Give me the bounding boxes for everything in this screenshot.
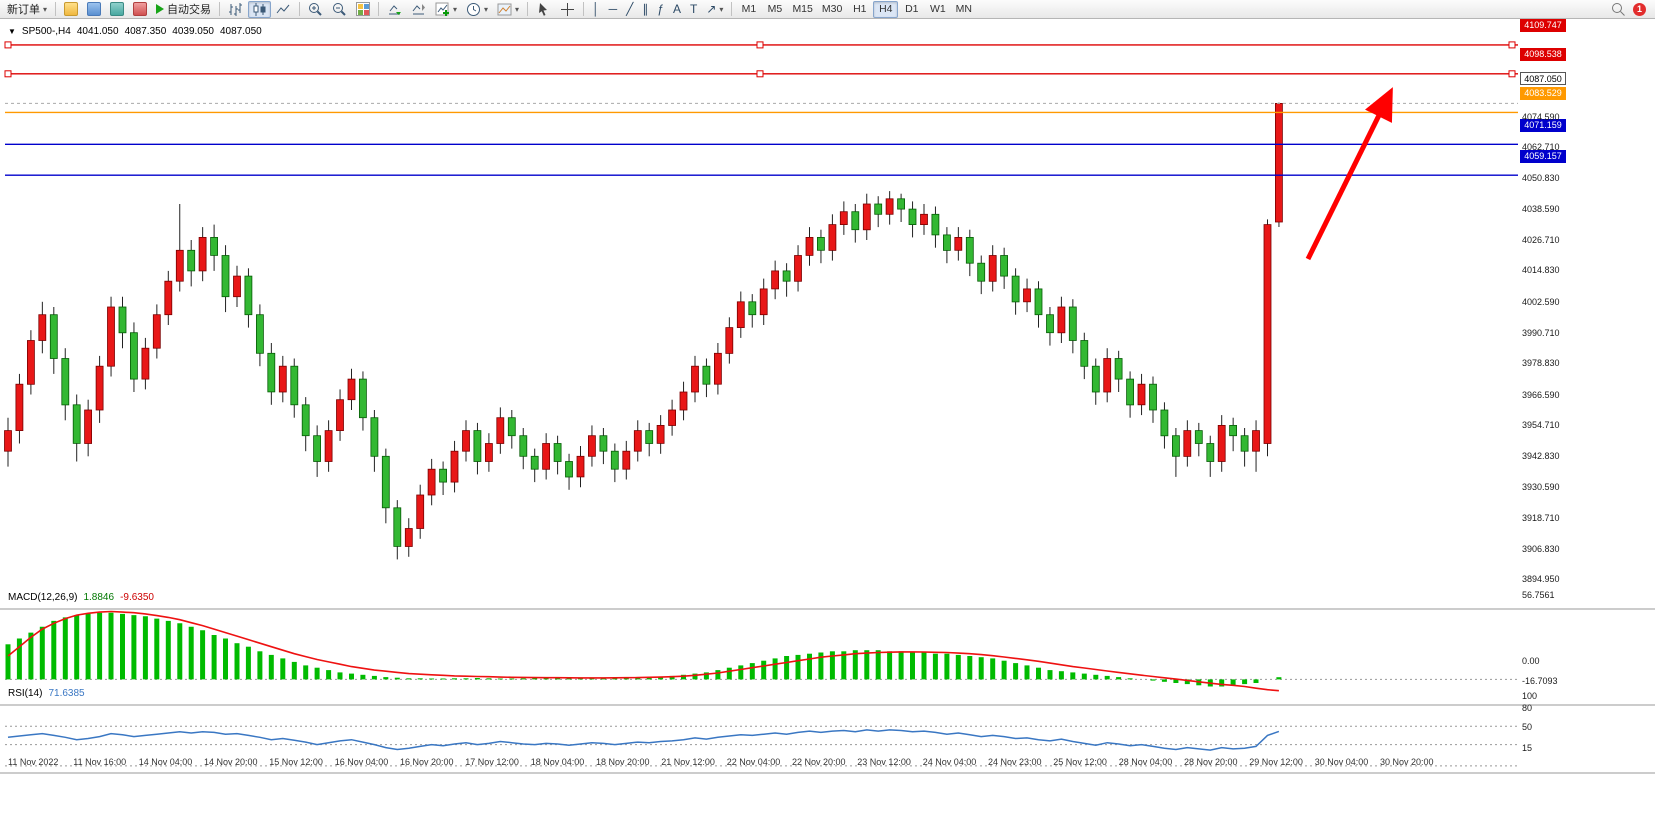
templates-button[interactable]: ▾ <box>493 1 523 18</box>
new-order-button[interactable]: 新订单 ▾ <box>3 1 51 18</box>
crosshair-icon <box>560 2 575 17</box>
toolbar-separator <box>583 2 585 16</box>
arrows-tool-button[interactable]: ↗ ▾ <box>702 1 727 18</box>
horizontal-line-icon: ─ <box>608 1 618 16</box>
macd-histogram <box>5 612 1282 687</box>
chart-canvas[interactable] <box>0 19 1655 822</box>
candlestick-icon <box>252 2 267 17</box>
trendline-tool-button[interactable]: ╱ <box>622 1 637 18</box>
line-handle[interactable] <box>756 70 764 78</box>
new-order-label: 新订单 <box>7 4 40 16</box>
timeframe-h4-button[interactable]: H4 <box>873 0 899 18</box>
market-watch-button[interactable] <box>83 1 105 18</box>
bar-chart-mode-button[interactable] <box>224 1 247 18</box>
timeframe-w1-button[interactable]: W1 <box>929 3 946 15</box>
toolbar-right-group: 1 <box>1611 2 1652 17</box>
candlestick-series <box>4 102 1283 560</box>
strategy-tester-button[interactable] <box>129 1 151 18</box>
chart-area[interactable] <box>0 19 1655 822</box>
search-icon[interactable] <box>1611 2 1626 17</box>
line-handle[interactable] <box>1508 41 1516 49</box>
text-tool-icon: A <box>673 1 682 16</box>
cursor-icon <box>536 2 551 17</box>
auto-trading-label: 自动交易 <box>167 4 212 16</box>
auto-scroll-button[interactable] <box>383 1 406 18</box>
chart-shift-icon <box>411 2 426 17</box>
fibonacci-tool-button[interactable]: ƒ <box>653 1 668 18</box>
timeframe-h1-button[interactable]: H1 <box>853 3 867 15</box>
timeframe-d1-button[interactable]: D1 <box>905 3 919 15</box>
toolbar-separator <box>55 2 57 16</box>
trendline-icon: ╱ <box>626 1 634 16</box>
indicators-button[interactable]: ▾ <box>431 1 461 18</box>
vertical-line-icon: │ <box>592 1 600 16</box>
toolbar-separator <box>219 2 221 16</box>
text-tool-button[interactable]: A <box>669 1 685 18</box>
horizontal-line-tool-button[interactable]: ─ <box>605 1 622 18</box>
zoom-out-icon <box>332 2 347 17</box>
rsi-line <box>7 729 1280 751</box>
line-chart-icon <box>276 2 291 17</box>
add-indicator-icon <box>435 2 450 17</box>
tile-windows-button[interactable] <box>352 1 374 18</box>
toolbar-separator <box>299 2 301 16</box>
clock-icon <box>466 2 481 17</box>
chevron-down-icon: ▾ <box>453 4 458 14</box>
candlestick-mode-button[interactable] <box>248 0 272 18</box>
timeframe-mn-button[interactable]: MN <box>955 3 972 15</box>
data-window-icon <box>110 2 125 16</box>
zoom-in-button[interactable] <box>304 1 327 18</box>
label-tool-icon: T <box>690 1 698 16</box>
line-chart-mode-button[interactable] <box>272 1 295 18</box>
crosshair-tool-button[interactable] <box>556 1 579 18</box>
zoom-out-button[interactable] <box>328 1 351 18</box>
label-tool-button[interactable]: T <box>686 1 701 18</box>
auto-trading-button[interactable]: 自动交易 <box>152 1 215 18</box>
toolbar-separator <box>527 2 529 16</box>
channel-tool-button[interactable]: ∥ <box>638 1 652 18</box>
timeframe-m30-button[interactable]: M30 <box>821 3 843 15</box>
periods-button[interactable]: ▾ <box>462 1 492 18</box>
data-window-button[interactable] <box>106 1 128 18</box>
bar-chart-icon <box>228 2 243 17</box>
line-handle[interactable] <box>1508 70 1516 78</box>
chevron-down-icon: ▾ <box>719 4 724 14</box>
timeframe-m5-button[interactable]: M5 <box>767 3 783 15</box>
arrow-tool-icon: ↗ <box>706 1 717 16</box>
line-handle[interactable] <box>4 41 12 49</box>
timeframe-m15-button[interactable]: M15 <box>792 3 813 15</box>
fibonacci-icon: ƒ <box>657 1 664 16</box>
chevron-down-icon: ▾ <box>515 4 520 14</box>
cursor-tool-button[interactable] <box>532 1 555 18</box>
timeframe-m1-button[interactable]: M1 <box>741 3 757 15</box>
strategy-tester-icon <box>133 2 148 16</box>
chevron-down-icon: ▾ <box>484 4 489 14</box>
template-icon <box>497 2 512 17</box>
line-handle[interactable] <box>4 70 12 78</box>
zoom-in-icon <box>308 2 323 17</box>
toolbar-separator <box>378 2 380 16</box>
toolbar-separator <box>731 2 733 16</box>
play-icon <box>156 4 165 14</box>
trend-arrow[interactable] <box>1305 87 1393 261</box>
chart-shift-button[interactable] <box>407 1 430 18</box>
terminal-icon <box>64 2 79 16</box>
chevron-down-icon: ▾ <box>43 4 48 14</box>
terminal-button[interactable] <box>60 1 82 18</box>
auto-scroll-icon <box>387 2 402 17</box>
market-watch-icon <box>87 2 102 16</box>
main-toolbar: 新订单 ▾ 自动交易 ▾ ▾ ▾ │ ─ ╱ ∥ ƒ A T ↗ ▾ M1 M5 … <box>0 0 1655 19</box>
notification-badge[interactable]: 1 <box>1633 2 1646 16</box>
channel-icon: ∥ <box>642 1 649 16</box>
vertical-line-tool-button[interactable]: │ <box>588 1 604 18</box>
tile-windows-icon <box>356 2 371 16</box>
line-handle[interactable] <box>756 41 764 49</box>
macd-signal-line <box>7 610 1279 692</box>
